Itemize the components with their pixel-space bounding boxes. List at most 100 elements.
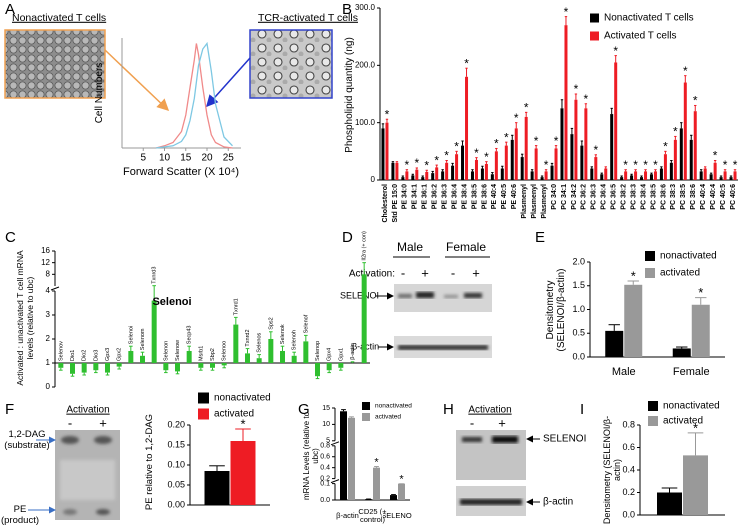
y-tick-label: 1 (46, 358, 51, 367)
x-tick-label: PC 36:2 (581, 184, 588, 210)
bar (381, 128, 385, 180)
product-label: PE (product) (0, 505, 39, 526)
bar (634, 171, 638, 180)
x-tick-label: 10 (159, 153, 171, 164)
bar (303, 341, 309, 363)
legend-swatch (362, 402, 370, 410)
bar (230, 441, 256, 505)
bar (465, 76, 469, 180)
x-tick-label: Secp43 (187, 326, 193, 345)
bar (580, 145, 584, 180)
bar (663, 154, 667, 180)
significance: * (504, 130, 509, 144)
y-tick-label: 0.20 (167, 419, 185, 429)
x-tick-label: PC 38:5 (680, 184, 687, 210)
significance: * (474, 146, 479, 160)
x-tick-label: CD25 (+ control) (358, 506, 387, 524)
bar (644, 171, 648, 180)
bar (70, 362, 75, 374)
bar (729, 177, 733, 180)
activation-label: Activation: (349, 269, 395, 280)
significance: * (374, 456, 379, 468)
bar (280, 350, 285, 363)
y-tick-label: 0.15 (167, 439, 185, 449)
legend-swatch (198, 408, 209, 420)
significance: * (723, 158, 728, 172)
bar (480, 168, 484, 180)
y-axis-title-box: Densitometry (SELENOI/β-actin) (545, 269, 567, 352)
x-tick-label: PC 40:5 (720, 184, 727, 210)
legend-swatch (362, 413, 370, 421)
significance: * (698, 285, 703, 300)
y-axis-title-box: PE relative to 1,2-DAG (144, 414, 155, 510)
y-tick-label: 100.0 (355, 118, 376, 127)
bar (470, 171, 474, 180)
bar (93, 362, 99, 371)
bar (291, 355, 297, 363)
x-tick-label: Selenof (303, 314, 309, 333)
bar (58, 362, 64, 368)
group-label: Male (397, 240, 423, 254)
y-tick-label: 15 (322, 405, 330, 412)
x-tick-label: PC 40:6 (730, 184, 737, 210)
y-tick-label: 0.6 (622, 442, 635, 452)
x-tick-label: Selenoo (222, 341, 228, 361)
legend-swatch (590, 13, 599, 23)
bar (672, 348, 691, 357)
bar (605, 330, 624, 357)
y-tick-label: 0.4 (320, 465, 330, 472)
x-tick-label: Txnrd3 (152, 267, 158, 284)
y-tick-label: 0.0 (320, 497, 330, 504)
x-tick-label: 15 (180, 153, 192, 164)
panel-label: E (535, 229, 545, 246)
x-tick-label: PE 34:0 (402, 184, 409, 209)
significance: * (633, 158, 638, 172)
x-tick-label: PE 36:1 (422, 184, 429, 209)
bar (673, 139, 677, 180)
x-tick-label: Txnrd1 (233, 298, 239, 315)
significance: * (405, 158, 410, 172)
bar (550, 165, 554, 180)
x-tick-label: 25 (223, 153, 235, 164)
sign: - (451, 265, 455, 280)
y-tick-label: 0.05 (167, 479, 185, 489)
significance: * (623, 158, 628, 172)
bar (630, 175, 634, 180)
significance: * (514, 111, 519, 125)
bar (500, 168, 504, 180)
bar (233, 324, 239, 363)
significance: * (663, 140, 668, 154)
legend-label: activated (375, 414, 401, 421)
bar (534, 148, 538, 180)
bar (604, 168, 608, 180)
arrow (104, 49, 170, 112)
bar (474, 159, 478, 180)
axis-break (330, 479, 340, 484)
legend-label: nonactivated (214, 393, 271, 404)
legend-label: activated (663, 416, 703, 427)
bar (709, 174, 713, 180)
bar (338, 362, 344, 368)
y-tick-label: 1.5 (572, 280, 585, 290)
sign: - (68, 415, 72, 430)
y-tick-label: 0 (371, 175, 376, 184)
x-tick-label: Male (612, 366, 636, 378)
panel-label: B (342, 1, 352, 18)
y-tick-label: 0.0 (622, 509, 635, 519)
bar (610, 114, 614, 180)
bar (590, 168, 594, 180)
label: PE (product) (0, 505, 39, 526)
panel-label: A (5, 1, 15, 18)
legend-label: Activated T cells (604, 31, 676, 42)
label: 1,2-DAG (substrate) (4, 430, 49, 451)
bar (600, 174, 604, 180)
x-tick-label: PC 38:3 (630, 184, 637, 210)
x-tick-label: Plasmenyl (521, 184, 528, 219)
x-tick-label: SELENOI (383, 510, 412, 520)
bar (116, 362, 122, 367)
x-tick-label: PC 38:6 (690, 184, 697, 210)
bar (365, 499, 372, 500)
bar (624, 284, 643, 357)
sign: - (401, 265, 405, 280)
panel-label: G (298, 401, 310, 418)
